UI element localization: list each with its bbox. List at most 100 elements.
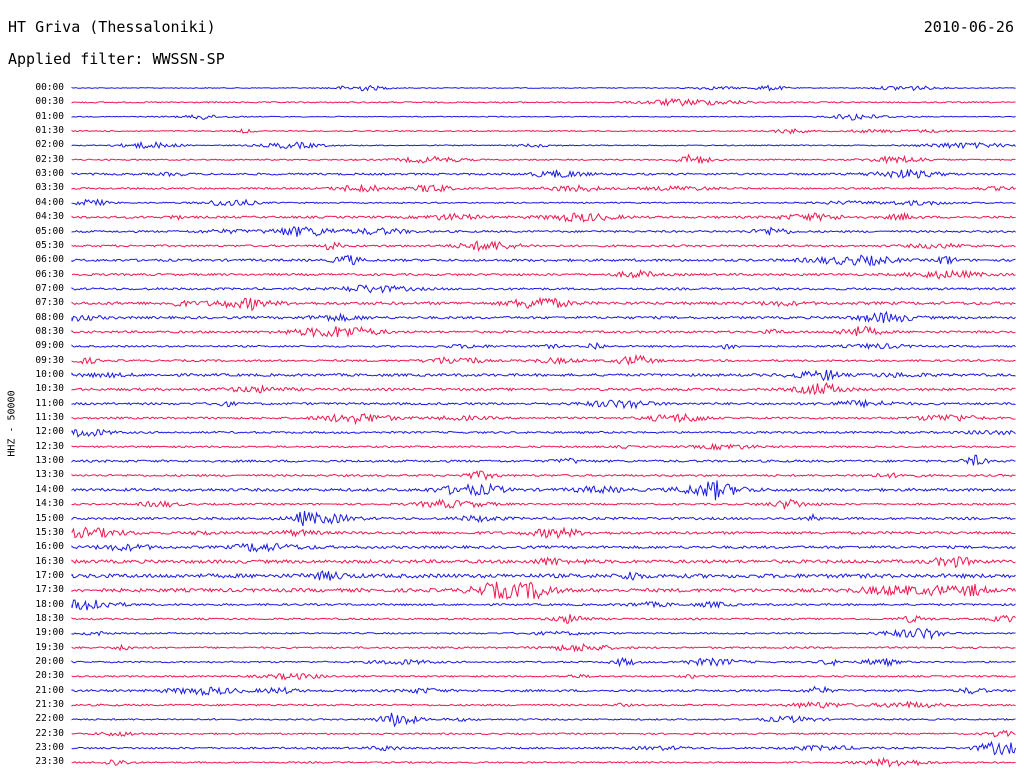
time-tick-label: 21:30 bbox=[35, 699, 64, 711]
seismic-trace bbox=[71, 211, 1016, 223]
time-tick-label: 10:00 bbox=[35, 369, 64, 380]
time-tick-label: 12:30 bbox=[35, 440, 64, 452]
time-tick-label: 12:00 bbox=[35, 426, 64, 438]
seismic-trace bbox=[71, 570, 1016, 581]
seismic-trace bbox=[71, 729, 1016, 738]
time-tick-label: 18:00 bbox=[35, 598, 64, 610]
time-tick-label: 07:30 bbox=[35, 297, 64, 309]
time-tick-label: 15:00 bbox=[35, 512, 64, 524]
time-tick-label: 04:00 bbox=[35, 196, 64, 208]
seismic-trace bbox=[71, 685, 1016, 697]
seismic-trace bbox=[71, 128, 1016, 135]
station-title: HT Griva (Thessaloniki) bbox=[8, 18, 216, 36]
seismic-trace bbox=[71, 97, 1016, 107]
seismic-trace bbox=[71, 310, 1016, 323]
time-tick-label: 19:30 bbox=[35, 641, 64, 653]
seismic-trace bbox=[71, 656, 1016, 668]
seismic-trace bbox=[71, 84, 1016, 92]
seismic-trace bbox=[71, 454, 1016, 466]
time-tick-label: 21:00 bbox=[35, 684, 64, 696]
time-tick-label: 13:30 bbox=[35, 469, 64, 481]
time-tick-label: 20:30 bbox=[35, 670, 64, 682]
time-tick-label: 17:00 bbox=[35, 569, 64, 581]
seismic-trace bbox=[71, 599, 1016, 611]
time-tick-label: 23:30 bbox=[35, 756, 64, 768]
seismic-trace bbox=[71, 183, 1016, 193]
time-tick-label: 05:00 bbox=[35, 225, 64, 237]
time-tick-label: 01:30 bbox=[35, 125, 64, 137]
time-tick-label: 17:30 bbox=[35, 584, 64, 596]
time-tick-label: 01:00 bbox=[35, 110, 64, 122]
time-tick-label: 02:30 bbox=[35, 153, 64, 165]
time-tick-label: 04:30 bbox=[35, 211, 64, 223]
seismic-trace bbox=[71, 382, 1016, 396]
time-tick-label: 23:00 bbox=[35, 742, 64, 754]
seismic-trace bbox=[71, 480, 1016, 501]
time-tick-label: 06:30 bbox=[35, 268, 64, 280]
seismic-trace bbox=[71, 225, 1016, 237]
seismic-trace bbox=[71, 284, 1016, 294]
time-tick-label: 14:30 bbox=[35, 498, 64, 510]
time-tick-label: 20:00 bbox=[35, 656, 64, 667]
seismic-trace bbox=[71, 498, 1016, 510]
time-tick-label: 07:00 bbox=[35, 282, 64, 294]
seismic-trace bbox=[71, 470, 1016, 481]
seismic-trace bbox=[71, 428, 1016, 438]
filter-label: Applied filter: WWSSN-SP bbox=[8, 50, 225, 68]
seismic-trace bbox=[71, 353, 1016, 366]
time-tick-label: 08:00 bbox=[35, 311, 64, 323]
time-tick-label: 19:00 bbox=[35, 627, 64, 639]
time-tick-label: 22:30 bbox=[35, 727, 64, 739]
seismic-trace bbox=[71, 369, 1016, 382]
seismic-trace bbox=[71, 153, 1016, 165]
seismic-trace bbox=[71, 672, 1016, 681]
time-tick-label: 11:00 bbox=[35, 397, 64, 409]
seismic-trace bbox=[71, 740, 1016, 756]
seismic-trace bbox=[71, 581, 1016, 600]
seismic-trace bbox=[71, 712, 1016, 728]
time-tick-label: 10:30 bbox=[35, 383, 64, 395]
time-tick-label: 05:30 bbox=[35, 239, 64, 251]
seismic-trace bbox=[71, 112, 1016, 121]
seismic-trace bbox=[71, 325, 1016, 339]
seismic-trace bbox=[71, 614, 1016, 625]
date-label: 2010-06-26 bbox=[923, 18, 1014, 36]
seismic-trace bbox=[71, 526, 1016, 540]
seismic-trace bbox=[71, 268, 1016, 280]
seismic-trace bbox=[71, 556, 1016, 569]
seismic-trace bbox=[71, 627, 1016, 641]
seismic-trace bbox=[71, 510, 1016, 527]
time-tick-label: 15:30 bbox=[35, 526, 64, 538]
time-tick-label: 08:30 bbox=[35, 325, 64, 337]
time-tick-label: 03:30 bbox=[35, 182, 64, 194]
seismic-trace bbox=[71, 198, 1016, 207]
seismic-trace bbox=[71, 756, 1016, 768]
seismic-trace bbox=[71, 296, 1016, 312]
time-tick-label: 16:30 bbox=[35, 555, 64, 567]
time-tick-label: 06:00 bbox=[35, 254, 64, 266]
time-tick-label: 11:30 bbox=[35, 412, 64, 424]
time-tick-label: 00:00 bbox=[35, 82, 64, 93]
time-tick-label: 00:30 bbox=[35, 96, 64, 108]
time-tick-label: 09:30 bbox=[35, 354, 64, 366]
seismic-trace bbox=[71, 254, 1016, 267]
seismic-trace bbox=[71, 168, 1016, 179]
time-tick-label: 14:00 bbox=[35, 483, 64, 495]
seismic-trace bbox=[71, 700, 1016, 709]
time-tick-label: 13:00 bbox=[35, 455, 64, 467]
seismic-trace bbox=[71, 240, 1016, 253]
seismic-trace bbox=[71, 412, 1016, 426]
seismic-trace bbox=[71, 542, 1016, 553]
time-tick-label: 03:00 bbox=[35, 168, 64, 180]
time-tick-label: 16:00 bbox=[35, 541, 64, 553]
seismic-trace bbox=[71, 643, 1016, 653]
time-tick-label: 02:00 bbox=[35, 139, 64, 151]
seismic-trace bbox=[71, 140, 1016, 150]
time-tick-label: 18:30 bbox=[35, 612, 64, 624]
time-tick-label: 22:00 bbox=[35, 713, 64, 725]
time-tick-label: 09:00 bbox=[35, 340, 64, 352]
seismic-trace bbox=[71, 398, 1016, 410]
seismic-trace bbox=[71, 341, 1016, 351]
seismic-trace bbox=[71, 442, 1016, 451]
